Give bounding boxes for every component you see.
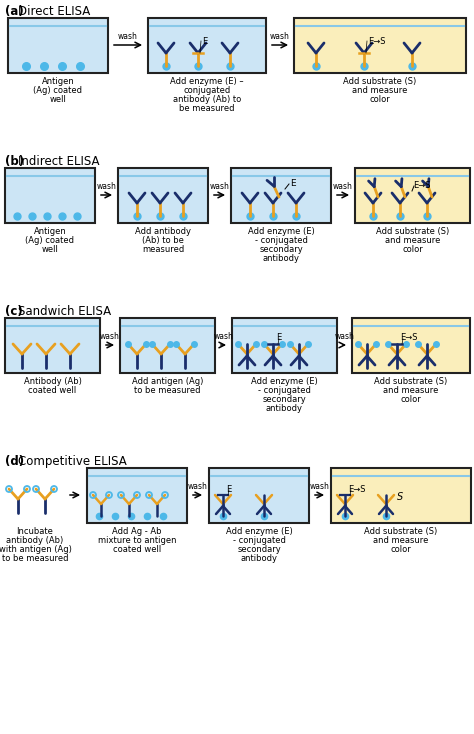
Text: to be measured: to be measured	[2, 554, 68, 563]
Text: Competitive ELISA: Competitive ELISA	[18, 455, 127, 468]
Text: - conjugated: - conjugated	[258, 386, 311, 395]
Text: E: E	[276, 333, 281, 343]
Text: antibody: antibody	[263, 254, 300, 263]
Text: - conjugated: - conjugated	[255, 236, 308, 245]
Bar	[331, 468, 471, 523]
Text: wash: wash	[270, 32, 290, 41]
Text: (a): (a)	[5, 5, 24, 18]
Text: E: E	[226, 484, 231, 493]
Text: measured: measured	[142, 245, 184, 254]
Text: wash: wash	[118, 32, 138, 41]
Text: secondary: secondary	[237, 545, 281, 554]
Text: well: well	[42, 245, 58, 254]
Bar	[118, 168, 208, 223]
Bar	[232, 318, 337, 373]
Text: Add enzyme (E): Add enzyme (E)	[226, 527, 292, 536]
Text: Add Ag - Ab: Add Ag - Ab	[112, 527, 162, 536]
Text: (Ab) to be: (Ab) to be	[142, 236, 184, 245]
Text: - conjugated: - conjugated	[233, 536, 285, 545]
Text: coated well: coated well	[113, 545, 161, 554]
Text: (b): (b)	[5, 155, 24, 168]
Bar	[209, 468, 309, 523]
Text: color: color	[402, 245, 423, 254]
Text: Add antibody: Add antibody	[135, 227, 191, 236]
Text: (c): (c)	[5, 305, 23, 318]
Text: E: E	[202, 37, 207, 46]
Text: color: color	[401, 395, 421, 404]
Text: wash: wash	[310, 482, 329, 491]
Text: Antigen: Antigen	[34, 227, 66, 236]
Bar	[231, 168, 331, 223]
Text: and measure: and measure	[383, 386, 439, 395]
Bar	[8, 18, 108, 73]
Bar	[294, 18, 466, 73]
Text: secondary: secondary	[263, 395, 306, 404]
Text: and measure: and measure	[374, 536, 428, 545]
Text: antibody (Ab) to: antibody (Ab) to	[173, 95, 241, 104]
Text: color: color	[370, 95, 391, 104]
Text: wash: wash	[333, 182, 353, 191]
Text: wash: wash	[188, 482, 208, 491]
Text: (d): (d)	[5, 455, 24, 468]
Bar	[355, 168, 470, 223]
Bar	[5, 168, 95, 223]
Text: Add enzyme (E): Add enzyme (E)	[251, 377, 318, 386]
Text: and measure: and measure	[352, 86, 408, 95]
Bar	[148, 18, 266, 73]
Bar	[5, 318, 100, 373]
Text: antibody: antibody	[266, 404, 303, 413]
Text: Add antigen (Ag): Add antigen (Ag)	[132, 377, 203, 386]
Text: coated well: coated well	[28, 386, 77, 395]
Text: wash: wash	[214, 332, 233, 341]
Bar	[120, 318, 215, 373]
Text: Antibody (Ab): Antibody (Ab)	[24, 377, 82, 386]
Text: S: S	[397, 492, 403, 502]
Text: and measure: and measure	[385, 236, 440, 245]
Text: wash: wash	[335, 332, 355, 341]
Text: E→S: E→S	[400, 333, 418, 343]
Text: to be measured: to be measured	[134, 386, 201, 395]
Text: Add substrate (S): Add substrate (S)	[376, 227, 449, 236]
Text: E→S: E→S	[368, 37, 385, 46]
Text: (Ag) coated: (Ag) coated	[26, 236, 74, 245]
Text: Incubate: Incubate	[17, 527, 54, 536]
Text: secondary: secondary	[259, 245, 303, 254]
Bar	[87, 468, 187, 523]
Text: wash: wash	[210, 182, 229, 191]
Text: antibody (Ab): antibody (Ab)	[6, 536, 64, 545]
Text: Sandwich ELISA: Sandwich ELISA	[18, 305, 111, 318]
Text: well: well	[50, 95, 66, 104]
Text: wash: wash	[100, 332, 120, 341]
Text: E: E	[290, 178, 296, 187]
Text: mixture to antigen: mixture to antigen	[98, 536, 176, 545]
Text: Add substrate (S): Add substrate (S)	[343, 77, 417, 86]
Text: (Ag) coated: (Ag) coated	[34, 86, 82, 95]
Text: E→S: E→S	[348, 484, 365, 493]
Text: Indirect ELISA: Indirect ELISA	[18, 155, 100, 168]
Text: Add enzyme (E) –: Add enzyme (E) –	[170, 77, 244, 86]
Text: color: color	[391, 545, 411, 554]
Text: Add enzyme (E): Add enzyme (E)	[247, 227, 314, 236]
Text: Add substrate (S): Add substrate (S)	[374, 377, 447, 386]
Text: Direct ELISA: Direct ELISA	[18, 5, 90, 18]
Text: with antigen (Ag): with antigen (Ag)	[0, 545, 72, 554]
Text: Add substrate (S): Add substrate (S)	[365, 527, 438, 536]
Bar	[352, 318, 470, 373]
Text: wash: wash	[97, 182, 117, 191]
Text: antibody: antibody	[240, 554, 277, 563]
Text: conjugated: conjugated	[183, 86, 231, 95]
Text: Antigen: Antigen	[42, 77, 74, 86]
Text: be measured: be measured	[179, 104, 235, 113]
Text: E→S: E→S	[413, 181, 431, 189]
